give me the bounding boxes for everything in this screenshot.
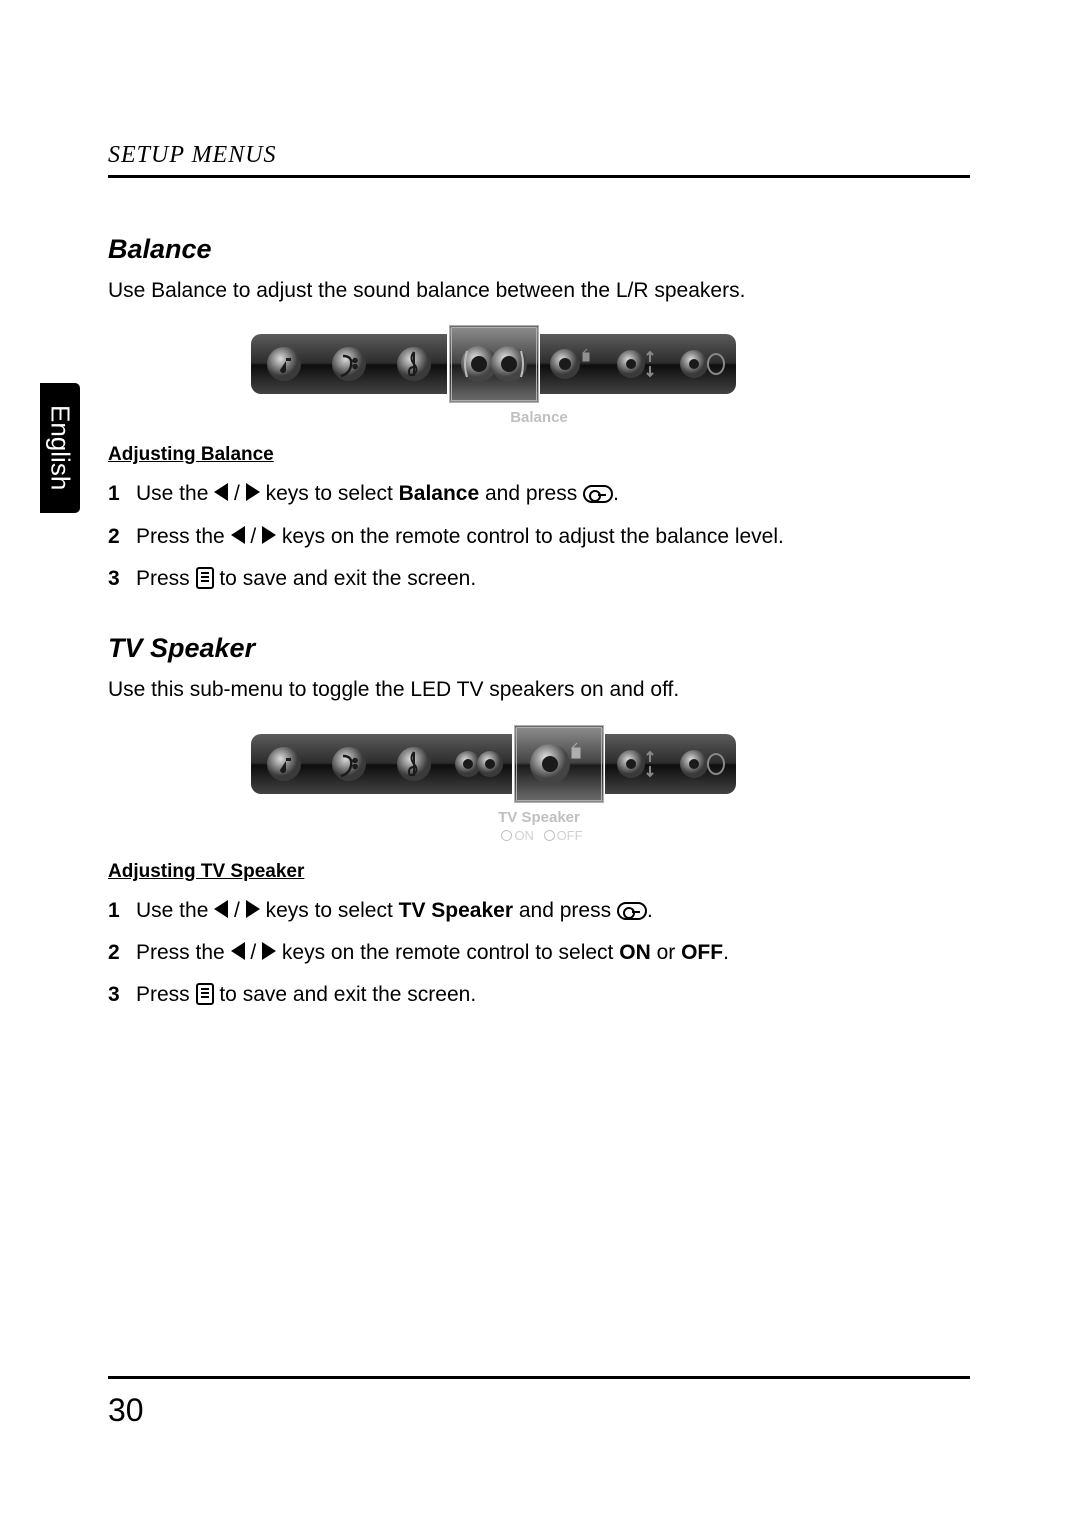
music-note-icon — [264, 344, 304, 384]
bass-clef-icon — [329, 344, 369, 384]
treble-clef-icon — [394, 744, 434, 784]
menu-tile-surround — [605, 734, 671, 794]
balance-steps: Use the / keys to select Balance and pre… — [108, 480, 970, 593]
balance-speakers-icon — [453, 743, 505, 785]
right-arrow-icon — [262, 942, 276, 960]
menu-tile-balance — [446, 734, 512, 794]
right-arrow-icon — [262, 526, 276, 544]
menu-tile-digital — [670, 334, 736, 394]
tv-speaker-icon — [547, 343, 599, 385]
tvspeaker-intro: Use this sub-menu to toggle the LED TV s… — [108, 676, 970, 704]
balance-step-3: Press to save and exit the screen. — [108, 565, 970, 593]
left-arrow-icon — [214, 483, 228, 501]
menu-tile-treble — [381, 734, 447, 794]
tvspeaker-step-3: Press to save and exit the screen. — [108, 981, 970, 1009]
menu-exit-icon — [196, 567, 214, 589]
right-arrow-icon — [246, 483, 260, 501]
menu-tile-tvspeaker — [540, 334, 606, 394]
adjusting-tvspeaker-heading: Adjusting TV Speaker — [108, 861, 970, 883]
menu-tile-surround — [605, 334, 671, 394]
menu-tile-bass — [316, 334, 382, 394]
balance-speakers-icon — [459, 336, 529, 392]
tv-speaker-icon — [524, 736, 594, 792]
balance-menu-strip: Balance — [251, 325, 827, 426]
menu-tile-music — [251, 734, 317, 794]
section-header: SETUP MENUS — [108, 142, 970, 169]
treble-clef-icon — [394, 344, 434, 384]
menu-tile-treble — [381, 334, 447, 394]
language-tab: English — [40, 383, 80, 513]
radio-on-dot — [501, 830, 512, 841]
surround-icon — [615, 743, 661, 785]
tvspeaker-step-1: Use the / keys to select TV Speaker and … — [108, 897, 970, 925]
radio-off-dot — [544, 830, 555, 841]
tvspeaker-menu-strip: TV Speaker ON OFF — [251, 725, 827, 843]
balance-intro: Use Balance to adjust the sound balance … — [108, 277, 970, 305]
enter-icon — [583, 485, 613, 503]
left-arrow-icon — [214, 900, 228, 918]
balance-step-2: Press the / keys on the remote control t… — [108, 523, 970, 551]
enter-icon — [617, 902, 647, 920]
menu-tile-digital — [670, 734, 736, 794]
page-number: 30 — [108, 1392, 144, 1429]
menu-tile-music — [251, 334, 317, 394]
digital-out-icon — [678, 343, 728, 385]
bass-clef-icon — [329, 744, 369, 784]
balance-menu-caption: Balance — [251, 409, 827, 426]
menu-tile-bass — [316, 734, 382, 794]
menu-tile-balance-selected — [449, 325, 539, 403]
tvspeaker-title: TV Speaker — [108, 633, 970, 664]
balance-step-1: Use the / keys to select Balance and pre… — [108, 480, 970, 508]
tvspeaker-radio-row: ON OFF — [251, 828, 827, 843]
surround-icon — [615, 343, 661, 385]
menu-tile-tvspeaker-selected — [514, 725, 604, 803]
tvspeaker-steps: Use the / keys to select TV Speaker and … — [108, 897, 970, 1010]
left-arrow-icon — [231, 526, 245, 544]
footer-rule — [108, 1376, 970, 1379]
adjusting-balance-heading: Adjusting Balance — [108, 444, 970, 466]
tvspeaker-step-2: Press the / keys on the remote control t… — [108, 939, 970, 967]
menu-exit-icon — [196, 983, 214, 1005]
balance-title: Balance — [108, 234, 970, 265]
digital-out-icon — [678, 743, 728, 785]
left-arrow-icon — [231, 942, 245, 960]
tvspeaker-menu-caption: TV Speaker — [251, 809, 827, 826]
page-content: SETUP MENUS Balance Use Balance to adjus… — [108, 142, 970, 1050]
right-arrow-icon — [246, 900, 260, 918]
music-note-icon — [264, 744, 304, 784]
header-rule — [108, 175, 970, 178]
